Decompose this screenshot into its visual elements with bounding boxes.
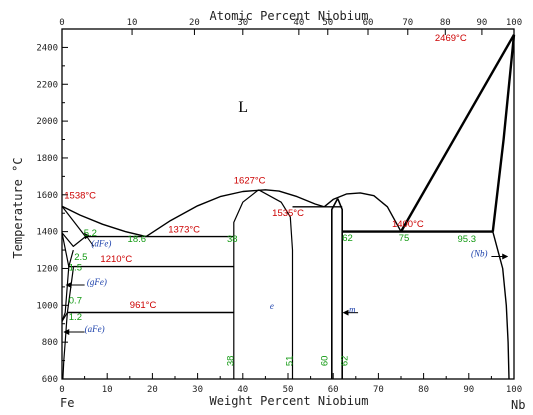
top-tick-label: 70: [402, 18, 413, 28]
y-tick-label: 1400: [36, 228, 58, 238]
composition-annotation: 2.5: [74, 252, 87, 263]
temperature-annotation: 1627°C: [234, 176, 266, 187]
curve-liquidus-left: [61, 205, 147, 238]
top-tick-label: 60: [363, 18, 374, 28]
phase-boundaries-group: [61, 34, 516, 380]
curve-liquidus-mu: [323, 192, 402, 232]
x-tick-label: 80: [418, 385, 429, 395]
top-tick-label: 0: [59, 18, 64, 28]
curve-gamma-loop: [61, 266, 74, 322]
composition-annotation: 60: [319, 356, 330, 367]
curve-mu-left: [331, 198, 339, 379]
phase-label: e: [270, 301, 274, 311]
y-tick-label: 2200: [36, 80, 58, 90]
temperature-annotation: 1373°C: [168, 225, 200, 236]
top-tick-label: 100: [506, 18, 522, 28]
curve-gamma-loop-inner: [61, 266, 74, 322]
top-axis-title: Atomic Percent Niobium: [210, 9, 369, 23]
curve-alpha-solvus: [62, 312, 68, 380]
x-tick-label: 40: [237, 385, 248, 395]
composition-annotation: 1.5: [69, 262, 82, 273]
plot-frame: [61, 28, 515, 380]
curve-solidus-nb: [491, 34, 516, 232]
y-tick-label: 1600: [36, 191, 58, 201]
x-tick-label: 100: [506, 385, 522, 395]
axes-group: 0 10 20 30 40 50 60 70 80 90 100600800100012001400…: [36, 18, 522, 395]
curve-delta-gamma-upper: [61, 232, 86, 247]
temperature-annotation: 961°C: [130, 300, 157, 311]
curve-mu-right: [336, 198, 343, 379]
curve-epsilon-left: [233, 189, 259, 379]
y-tick-label: 800: [42, 338, 58, 348]
top-tick-label: 20: [189, 18, 200, 28]
composition-annotation: 62: [342, 233, 353, 244]
curve-epsilon-right: [258, 189, 294, 379]
x-tick-label: 60: [328, 385, 339, 395]
phase-label: (aFe): [85, 324, 105, 334]
temperature-annotation: 2469°C: [435, 33, 467, 44]
top-tick-label: 50: [322, 18, 333, 28]
y-tick-label: 1000: [36, 301, 58, 311]
annotations-group: L (dFe) (gFe) (aFe) e m (Nb) 1538°C 1627°C 1535°C…: [63, 33, 509, 367]
x-tick-label: 0: [59, 385, 64, 395]
composition-annotation: 38: [226, 356, 237, 367]
x-tick-label: 90: [463, 385, 474, 395]
phase-label: L: [238, 99, 248, 116]
curve-nb-solvus: [492, 231, 510, 380]
x-tick-label: 30: [192, 385, 203, 395]
temperature-annotation: 1538°C: [64, 190, 96, 201]
composition-annotation: 75: [399, 233, 410, 244]
x-tick-label: 20: [147, 385, 158, 395]
x-axis-title: Weight Percent Niobium: [210, 394, 369, 408]
top-tick-label: 10: [127, 18, 138, 28]
curve-liquidus-epsilon: [145, 189, 325, 238]
phase-label: (dFe): [91, 238, 111, 248]
x-tick-label: 70: [373, 385, 384, 395]
top-tick-label: 30: [237, 18, 248, 28]
nb-end-label: Nb: [511, 398, 525, 412]
curve-delta-solidus: [61, 205, 86, 237]
y-tick-label: 1800: [36, 154, 58, 164]
arrow-dfe: [84, 232, 95, 247]
composition-annotation: 38: [227, 234, 238, 245]
top-tick-label: 80: [440, 18, 451, 28]
x-tick-label: 10: [102, 385, 113, 395]
temperature-annotation: 1210°C: [100, 254, 132, 265]
composition-annotation: 1.2: [69, 312, 82, 323]
top-tick-label: 40: [293, 18, 304, 28]
composition-annotation: 18.6: [128, 234, 147, 245]
fe-end-label: Fe: [60, 396, 74, 410]
curve-liquidus-nb: [399, 34, 516, 233]
composition-annotation: 0.7: [69, 295, 82, 306]
top-tick-label: 90: [476, 18, 487, 28]
composition-annotation: 51: [285, 356, 296, 367]
temperature-annotation: 1535°C: [272, 208, 304, 219]
composition-annotation: 62: [340, 356, 351, 367]
y-tick-label: 600: [42, 375, 58, 385]
y-tick-label: 1200: [36, 264, 58, 274]
temperature-annotation: 1400°C: [392, 219, 424, 230]
x-tick-label: 50: [283, 385, 294, 395]
phase-label: m: [349, 305, 356, 315]
y-tick-label: 2400: [36, 43, 58, 53]
phase-label: (Nb): [471, 249, 488, 259]
y-axis-title: Temperature °C: [11, 157, 25, 258]
phase-label: (gFe): [87, 277, 107, 287]
composition-annotation: 95.3: [458, 234, 477, 245]
y-tick-label: 2000: [36, 117, 58, 127]
composition-annotation: 5.2: [84, 228, 97, 239]
